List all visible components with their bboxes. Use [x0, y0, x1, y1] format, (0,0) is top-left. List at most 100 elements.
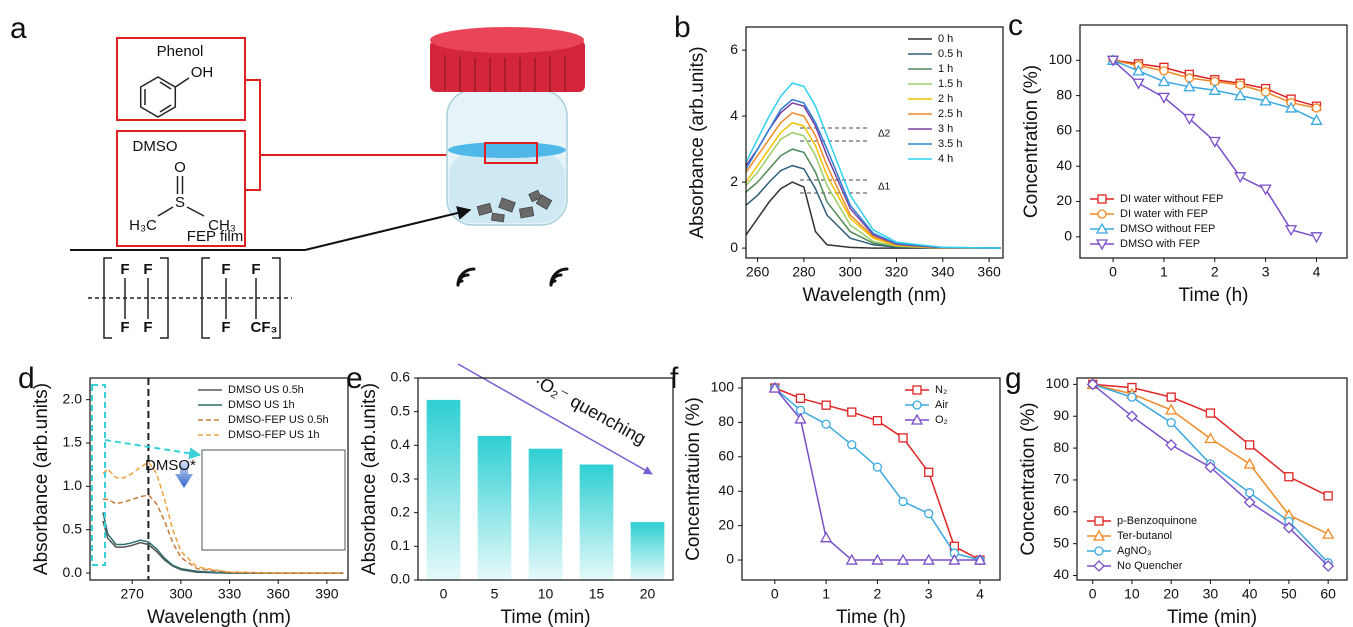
- legend-label: 2 h: [938, 93, 953, 105]
- fep-name: FEP film: [187, 228, 243, 245]
- series-line: [745, 111, 1001, 249]
- x-tick-label: 330: [218, 586, 242, 602]
- marker: [1183, 113, 1196, 125]
- atom: F: [120, 319, 129, 336]
- panel-label: b: [674, 11, 691, 44]
- y-axis-title: Absorbance (arb.units): [31, 383, 52, 575]
- legend-label: DMSO-FEP US 0.5h: [228, 414, 329, 426]
- marker: [1166, 392, 1176, 402]
- legend-label: DMSO US 1h: [228, 399, 295, 411]
- plot-frame: [1076, 377, 1348, 581]
- marker: [1234, 89, 1247, 101]
- annotation: Δ2: [878, 129, 891, 140]
- marker: [1132, 78, 1145, 90]
- legend-label: No Quencher: [1117, 560, 1183, 572]
- marker: [1106, 55, 1120, 67]
- marker: [898, 433, 908, 443]
- marker: [1322, 527, 1335, 539]
- marker: [845, 553, 858, 565]
- series-line: [745, 82, 1001, 249]
- y-tick-label: 60: [1056, 122, 1072, 138]
- panel-label: d: [18, 362, 35, 395]
- x-tick-label: 15: [589, 586, 605, 602]
- x-tick-label: 40: [1242, 586, 1258, 602]
- marker: [1310, 232, 1323, 244]
- x-tick-label: 300: [169, 586, 193, 602]
- legend-label: AgNO₃: [1117, 545, 1151, 557]
- plot-frame: [1079, 24, 1348, 259]
- y-tick-label: 0.5: [391, 402, 411, 418]
- atom: F: [251, 261, 260, 278]
- y-tick-label: 0: [1064, 228, 1072, 244]
- y-tick-label: 0.2: [391, 503, 411, 519]
- series-line: [745, 102, 1001, 249]
- marker: [912, 400, 922, 410]
- atom: F: [120, 261, 129, 278]
- y-tick-label: 80: [718, 413, 734, 429]
- annotation: DMSO*: [145, 457, 196, 474]
- marker: [1284, 101, 1298, 113]
- marker: [1097, 194, 1107, 204]
- annotation: ·O₂⁻ quenching: [531, 371, 650, 449]
- atom: F: [143, 319, 152, 336]
- marker: [1259, 94, 1272, 106]
- x-tick-label: 320: [885, 264, 909, 280]
- x-tick-label: 5: [491, 586, 499, 602]
- y-tick-label: 0.5: [63, 520, 83, 536]
- y-tick-label: 40: [718, 482, 734, 498]
- y-tick-label: 100: [711, 379, 735, 395]
- marker: [1282, 521, 1295, 534]
- marker: [910, 413, 924, 425]
- marker: [1204, 461, 1217, 474]
- marker: [1259, 184, 1272, 196]
- benzene-ring: [139, 76, 190, 118]
- x-tick-label: 20: [640, 586, 656, 602]
- legend-label: 3 h: [938, 123, 953, 135]
- marker: [1284, 225, 1298, 237]
- marker: [1245, 440, 1255, 450]
- marker: [1245, 488, 1255, 498]
- x-tick-label: 270: [121, 586, 145, 602]
- dmso-bonds: [157, 176, 205, 217]
- y-tick-label: 50: [1053, 534, 1069, 550]
- x-tick-label: 4: [1313, 264, 1321, 280]
- atom: F: [221, 319, 230, 336]
- legend-label: 2.5 h: [938, 108, 962, 120]
- zoom-box: [91, 384, 106, 566]
- y-tick-label: 100: [1046, 375, 1070, 391]
- y-tick-label: 20: [1056, 192, 1072, 208]
- ultrasound-icons: [456, 267, 569, 287]
- atom: H₃C: [129, 217, 157, 234]
- marker: [922, 553, 935, 565]
- marker: [794, 412, 807, 424]
- y-tick-label: 60: [718, 448, 734, 464]
- marker: [1322, 560, 1335, 572]
- marker: [1310, 113, 1323, 125]
- legend-label: 0.5 h: [938, 48, 962, 60]
- x-tick-label: 340: [931, 264, 955, 280]
- legend-label: 3.5 h: [938, 138, 962, 150]
- series-line: [1092, 383, 1329, 535]
- series-line: [774, 387, 981, 561]
- x-tick-label: 0: [440, 586, 448, 602]
- series-line: [102, 512, 344, 574]
- legend-label: DI water without FEP: [1120, 193, 1223, 205]
- y-tick-label: 1.0: [63, 477, 83, 493]
- plot-frame: [741, 377, 1001, 581]
- y-axis-title: Concentration (%): [1021, 65, 1042, 218]
- jar-cap-top: [430, 27, 584, 53]
- bar: [528, 448, 563, 580]
- marker: [795, 393, 806, 403]
- x-tick-label: 2: [874, 586, 882, 602]
- atom: CF₃: [251, 319, 278, 336]
- marker: [1165, 403, 1178, 415]
- y-tick-label: 80: [1056, 86, 1072, 102]
- legend-label: 0 h: [938, 33, 953, 45]
- y-axis-title: Concentration (%): [1018, 402, 1039, 555]
- marker: [1157, 75, 1171, 87]
- legend-label: DI water with FEP: [1120, 208, 1208, 220]
- y-tick-label: 100: [1049, 51, 1073, 67]
- marker: [871, 553, 884, 565]
- marker: [1165, 438, 1178, 451]
